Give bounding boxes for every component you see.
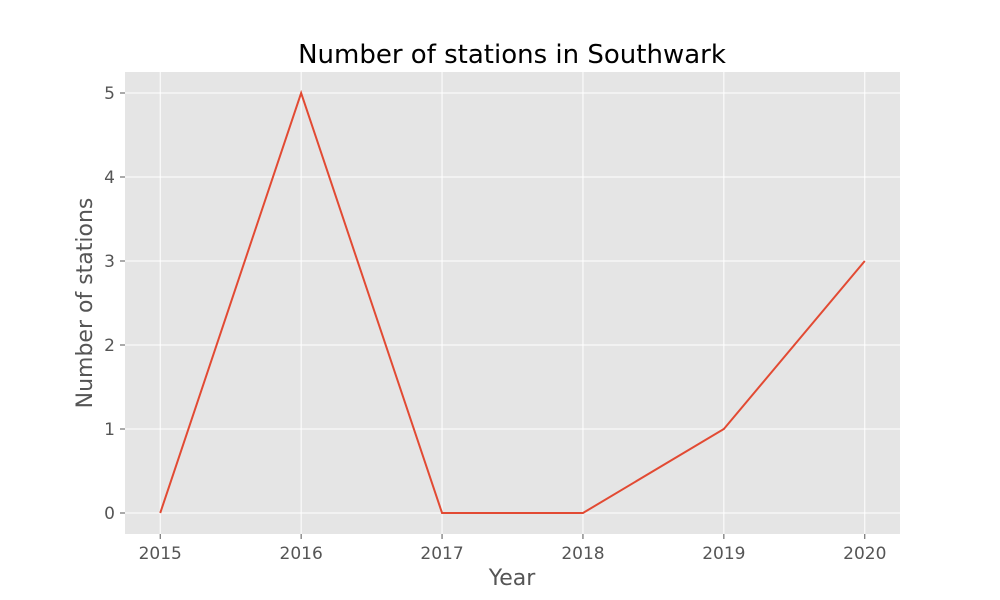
y-tick-label: 2 [104,336,115,356]
y-tick-label: 3 [104,252,115,272]
x-tick-label: 2018 [561,544,604,564]
x-tick-label: 2016 [280,544,323,564]
y-tick-label: 1 [104,420,115,440]
y-tick-label: 4 [104,168,115,188]
y-tick-label: 5 [104,84,115,104]
grid-lines [125,72,900,534]
series-line [159,89,866,514]
x-axis-label: Year [488,566,537,591]
x-tick-label: 2019 [702,544,745,564]
series-layer [159,89,866,514]
y-axis-label: Number of stations [73,198,98,409]
x-tick-label: 2015 [139,544,182,564]
x-tick-label: 2020 [843,544,886,564]
plot-area [125,72,900,534]
chart-title: Number of stations in Southwark [298,40,726,70]
y-tick-label: 0 [104,504,115,524]
axis-ticks: 2015 2016 2017 2018 2019 2020 0 1 2 3 4 5 [104,84,886,564]
x-tick-label: 2017 [420,544,463,564]
